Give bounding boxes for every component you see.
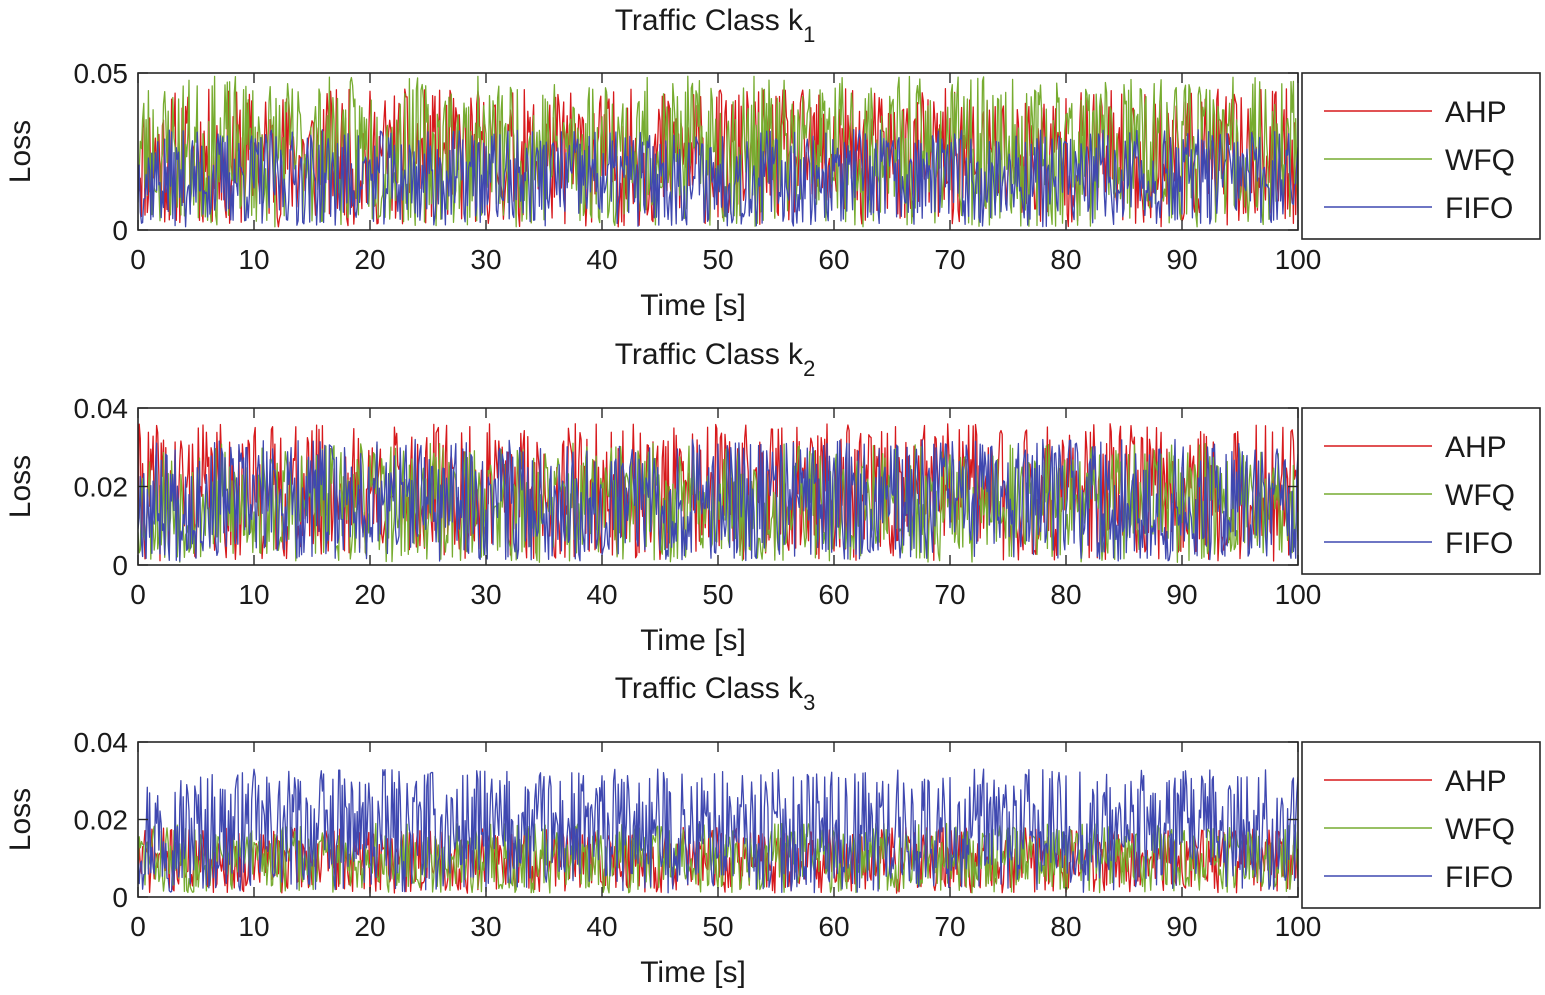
series-group xyxy=(138,75,1298,228)
series-line-fifo xyxy=(138,768,1298,894)
series-group xyxy=(138,423,1298,563)
x-tick-label: 90 xyxy=(1166,579,1197,610)
chart-title-subscript: 3 xyxy=(803,690,815,715)
series-line-fifo xyxy=(138,128,1298,228)
legend-label-ahp: AHP xyxy=(1445,96,1507,129)
x-tick-label: 70 xyxy=(934,911,965,942)
x-tick-label: 60 xyxy=(818,579,849,610)
y-axis-label: Loss xyxy=(4,455,37,518)
y-tick-label: 0.04 xyxy=(74,727,129,758)
legend-box xyxy=(1301,741,1541,909)
subplot-2: Traffic Class k20 10 20 30 40 50 60 70 80 90 10000… xyxy=(4,338,1541,657)
x-tick-label: 0 xyxy=(130,579,146,610)
x-tick-label: 40 xyxy=(586,579,617,610)
x-tick-label: 10 xyxy=(238,911,269,942)
y-tick-label: 0 xyxy=(112,882,128,913)
x-tick-label: 50 xyxy=(702,911,733,942)
x-tick-label: 30 xyxy=(470,579,501,610)
x-tick-label: 10 xyxy=(238,244,269,275)
x-tick-label: 100 xyxy=(1275,244,1322,275)
legend-box xyxy=(1301,407,1541,575)
legend: AHP WFQ FIFO xyxy=(1301,407,1541,575)
legend-box xyxy=(1301,72,1541,240)
x-tick-label: 80 xyxy=(1050,911,1081,942)
y-tick-label: 0 xyxy=(112,550,128,581)
x-tick-label: 50 xyxy=(702,244,733,275)
y-tick-label: 0.05 xyxy=(74,58,129,89)
x-tick-label: 70 xyxy=(934,579,965,610)
x-tick-label: 30 xyxy=(470,911,501,942)
x-tick-label: 20 xyxy=(354,911,385,942)
legend-label-wfq: WFQ xyxy=(1445,479,1515,512)
x-tick-label: 70 xyxy=(934,244,965,275)
legend: AHP WFQ FIFO xyxy=(1301,741,1541,909)
y-axis-label: Loss xyxy=(4,788,37,851)
y-tick-label: 0.02 xyxy=(74,472,129,503)
chart-title-text: Traffic Class k xyxy=(615,338,804,371)
subplot-3: Traffic Class k30 10 20 30 40 50 60 70 80 90 10000… xyxy=(4,672,1541,989)
x-axis-label: Time [s] xyxy=(640,956,746,989)
series-line-fifo xyxy=(138,438,1298,562)
x-tick-label: 10 xyxy=(238,579,269,610)
x-axis-label: Time [s] xyxy=(640,624,746,657)
legend-label-fifo: FIFO xyxy=(1445,527,1513,560)
x-tick-label: 100 xyxy=(1275,911,1322,942)
legend-label-wfq: WFQ xyxy=(1445,813,1515,846)
legend-label-fifo: FIFO xyxy=(1445,192,1513,225)
y-tick-label: 0.04 xyxy=(74,393,129,424)
chart-title-text: Traffic Class k xyxy=(615,4,804,37)
x-tick-label: 60 xyxy=(818,911,849,942)
y-tick-label: 0 xyxy=(112,215,128,246)
x-tick-label: 0 xyxy=(130,244,146,275)
chart-title-text: Traffic Class k xyxy=(615,672,804,705)
x-tick-label: 60 xyxy=(818,244,849,275)
legend-label-fifo: FIFO xyxy=(1445,861,1513,894)
chart-title-subscript: 1 xyxy=(803,22,815,47)
legend-label-ahp: AHP xyxy=(1445,431,1507,464)
x-tick-label: 80 xyxy=(1050,244,1081,275)
chart-title: Traffic Class k2 xyxy=(615,338,816,381)
x-tick-label: 0 xyxy=(130,911,146,942)
chart-title-subscript: 2 xyxy=(803,356,815,381)
x-tick-label: 100 xyxy=(1275,579,1322,610)
series-line-ahp xyxy=(138,88,1298,228)
x-tick-label: 40 xyxy=(586,911,617,942)
legend: AHP WFQ FIFO xyxy=(1301,72,1541,240)
x-axis-label: Time [s] xyxy=(640,289,746,322)
x-tick-label: 90 xyxy=(1166,244,1197,275)
x-tick-label: 20 xyxy=(354,579,385,610)
legend-label-ahp: AHP xyxy=(1445,765,1507,798)
x-tick-label: 20 xyxy=(354,244,385,275)
x-tick-label: 90 xyxy=(1166,911,1197,942)
chart-title: Traffic Class k3 xyxy=(615,672,816,715)
chart-title: Traffic Class k1 xyxy=(615,4,816,47)
x-tick-label: 80 xyxy=(1050,579,1081,610)
x-tick-label: 50 xyxy=(702,579,733,610)
y-axis-label: Loss xyxy=(4,120,37,183)
subplot-1: Traffic Class k10 10 20 30 40 50 60 70 80 90 10000… xyxy=(4,4,1541,322)
x-tick-label: 30 xyxy=(470,244,501,275)
legend-label-wfq: WFQ xyxy=(1445,144,1515,177)
x-tick-label: 40 xyxy=(586,244,617,275)
y-tick-label: 0.02 xyxy=(74,805,129,836)
series-group xyxy=(138,768,1298,894)
